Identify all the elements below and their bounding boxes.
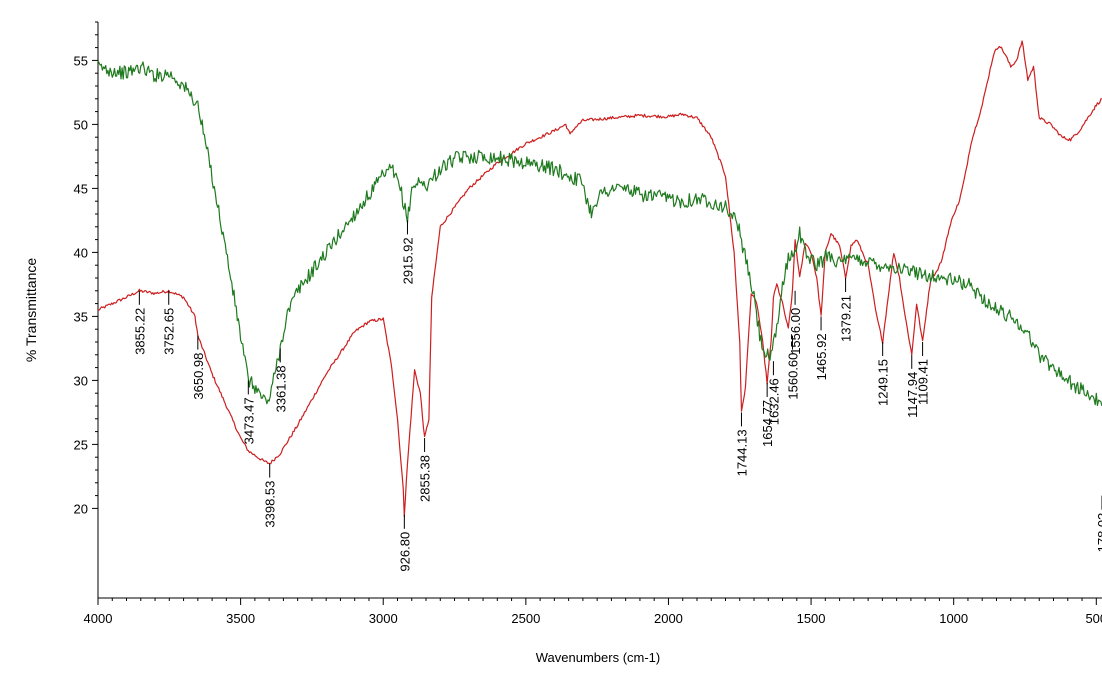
peak-label: 1654.77	[760, 400, 775, 447]
series-lines	[97, 40, 1102, 517]
x-tick-label: 1500	[797, 611, 826, 626]
peak-annotations: 3855.22 3752.65 3650.98 3473.47 3398.53 3361.…	[132, 220, 1102, 572]
y-tick-label: 50	[74, 117, 88, 132]
peak-label: 1465.92	[814, 333, 829, 380]
peak-label: 3855.22	[132, 308, 147, 355]
peak-label: 1744.13	[734, 429, 749, 476]
peak-label: 3398.53	[263, 481, 278, 528]
y-tick-label: 55	[74, 53, 88, 68]
y-tick-label: 35	[74, 309, 88, 324]
x-axis-label: Wavenumbers (cm-1)	[536, 650, 660, 665]
peak-label: 3361.38	[273, 365, 288, 412]
peak-label: 2855.38	[418, 455, 433, 502]
y-tick-label: 40	[74, 245, 88, 260]
peak-label: 1147.94	[905, 372, 920, 418]
peak-label: 1109.41	[916, 359, 931, 405]
y-tick-label: 20	[74, 501, 88, 516]
peak-label: 3650.98	[191, 353, 206, 400]
x-tick-label: 2500	[511, 611, 540, 626]
y-tick-label: 25	[74, 437, 88, 452]
peak-label: 1556.00	[788, 308, 803, 355]
peak-label: 2915.92	[400, 237, 415, 284]
x-tick-label: 4000	[84, 611, 113, 626]
x-tick-label: 500	[1085, 611, 1102, 626]
peak-label: 1249.15	[876, 359, 891, 406]
y-tick-label: 45	[74, 181, 88, 196]
axes	[97, 22, 1102, 599]
y-tick-label: 30	[74, 373, 88, 388]
x-tick-label: 1000	[939, 611, 968, 626]
peak-label: 1379.21	[839, 295, 854, 342]
series-line-red	[97, 40, 1102, 517]
peak-label: 3473.47	[241, 397, 256, 444]
peak-label: 926.80	[397, 532, 412, 572]
x-tick-label: 2000	[654, 611, 683, 626]
x-tick-label: 3500	[226, 611, 255, 626]
peak-label: 178.03	[1095, 513, 1102, 553]
x-tick-label: 3000	[369, 611, 398, 626]
series-line-green	[97, 60, 1102, 407]
peak-label: 1632.46	[766, 378, 781, 425]
peak-label: 1560.60	[786, 353, 801, 400]
tick-marks: 20 25 30 35 40 45 50 55 4000 3500 3000 2500 2000 1500…	[74, 21, 1102, 626]
peak-label: 3752.65	[162, 308, 177, 355]
y-axis-label: % Transmittance	[23, 258, 39, 362]
